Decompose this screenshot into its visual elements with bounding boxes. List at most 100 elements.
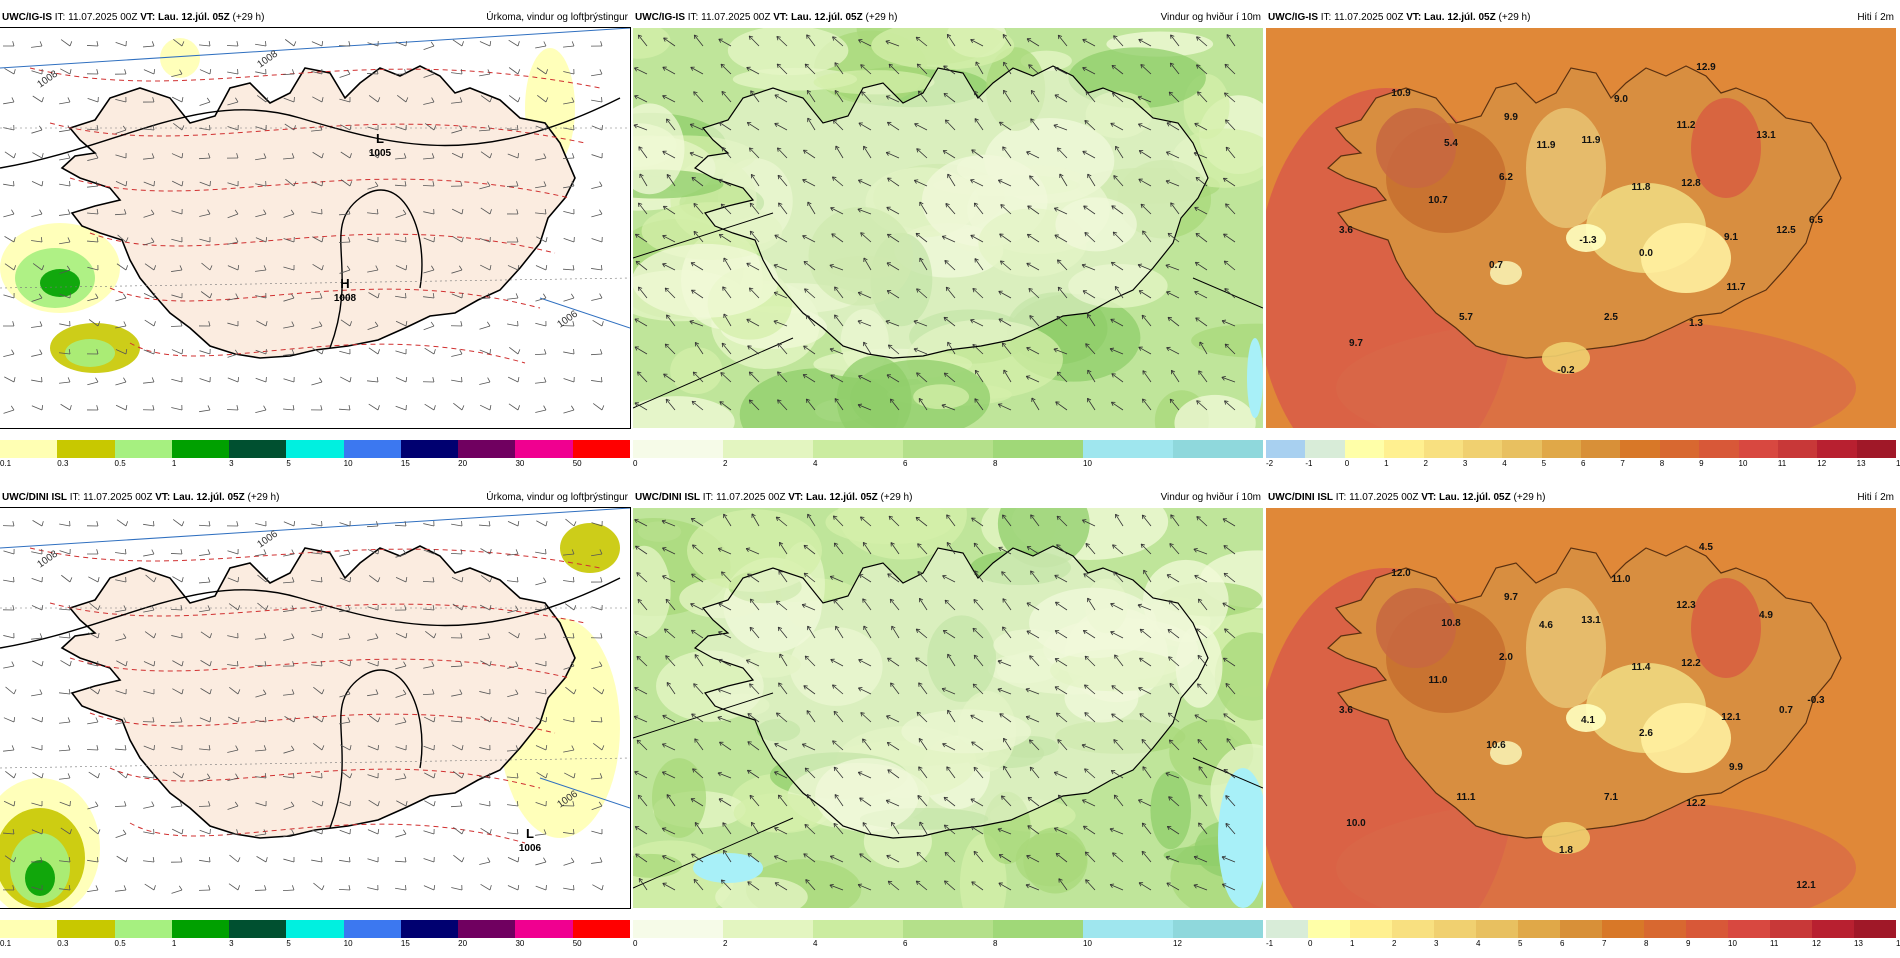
lead-time: (+29 h) [865,12,897,23]
variable-title: Hiti í 2m [1857,488,1894,508]
map-view[interactable] [633,508,1263,908]
valid-time: VT: Lau. 12.júl. 05Z [155,492,244,503]
colorbar-swatch [1686,920,1728,938]
temperature-label: 12.3 [1676,600,1696,611]
colorbar-swatch [1502,440,1541,458]
temperature-label: 0.7 [1489,260,1503,271]
colorbar-tick-label: 8 [993,939,997,948]
init-time-label: IT: [1321,12,1332,23]
temperature-label: 11.1 [1457,792,1476,803]
colorbar-tick-label: 4 [1476,939,1480,948]
colorbar-swatch [1817,440,1856,458]
temperature-label: -0.3 [1807,695,1825,706]
colorbar-swatch [1424,440,1463,458]
temperature-label: 2.0 [1499,652,1513,663]
colorbar-tick-label: 50 [573,939,582,948]
colorbar-swatch [993,440,1083,458]
temperature-label: 1.8 [1559,845,1573,856]
init-time-label: IT: [688,12,699,23]
map-view[interactable] [633,28,1263,428]
temperature-label: 9.0 [1614,94,1628,105]
init-time: 11.07.2025 00Z [83,492,152,503]
colorbar-tick-label: 5 [286,459,290,468]
valid-time: VT: Lau. 12.júl. 05Z [1406,12,1495,23]
pressure-center-value: 1006 [519,843,542,854]
colorbar-swatch [1854,920,1896,938]
colorbar-swatch [903,440,993,458]
colorbar-tick-label: 4 [813,459,817,468]
colorbar-ticks: -2-101234567891011121314 [1266,459,1896,471]
valid-time: VT: Lau. 12.júl. 05Z [1421,492,1510,503]
colorbar-tick-label: 3 [229,459,233,468]
colorbar-tick-label: 0.1 [0,459,11,468]
map-canvas [633,28,1263,428]
colorbar-tick-label: 5 [1542,459,1546,468]
temperature-label: 5.4 [1444,138,1458,149]
colorbar-swatch [115,440,172,458]
temperature-label: 11.0 [1612,574,1631,585]
colorbar-swatch [344,440,401,458]
colorbar-swatch [115,920,172,938]
colorbar-swatch [1173,920,1263,938]
model-name: UWC/IG-IS [1268,12,1318,23]
colorbar-tick-label: 3 [1434,939,1438,948]
temperature-label: 4.6 [1539,620,1553,631]
colorbar-tick-label: 3 [1463,459,1467,468]
colorbar-swatch [401,440,458,458]
panel-header: UWC/IG-IS IT: 11.07.2025 00Z VT: Lau. 12… [0,8,630,28]
init-time: 11.07.2025 00Z [716,492,785,503]
temperature-label: -1.3 [1579,235,1597,246]
colorbar-tick-label: 2 [1392,939,1396,948]
colorbar-tick-label: 20 [458,459,467,468]
init-time: 11.07.2025 00Z [1334,12,1403,23]
temperature-label: 9.1 [1724,232,1738,243]
colorbar-tick-label: 8 [1644,939,1648,948]
colorbar-tick-label: 1 [1350,939,1354,948]
colorbar-swatch [1699,440,1738,458]
colorbar-tick-label: -1 [1305,459,1312,468]
colorbar-swatch [1812,920,1854,938]
colorbar-tick-label: 6 [903,939,907,948]
temperature-label: 4.5 [1699,542,1713,553]
colorbar-tick-label: 7 [1602,939,1606,948]
colorbar-swatch [515,920,572,938]
colorbar-swatch [1542,440,1581,458]
colorbar-tick-label: 1 [1384,459,1388,468]
model-name: UWC/IG-IS [635,12,685,23]
colorbar-swatch [1434,920,1476,938]
temperature-label: 5.7 [1459,312,1473,323]
colorbar [0,920,630,938]
colorbar-swatch [1308,920,1350,938]
colorbar-tick-label: 11 [1778,459,1786,468]
colorbar [633,440,1263,458]
temperature-label: 13.1 [1756,130,1776,141]
panel-header: UWC/DINI ISL IT: 11.07.2025 00Z VT: Lau.… [633,488,1263,508]
temperature-label: 12.1 [1796,880,1816,891]
colorbar-tick-label: 5 [1518,939,1522,948]
init-time-label: IT: [703,492,714,503]
variable-title: Vindur og hviður í 10m [1161,488,1261,508]
temperature-label: 0.0 [1639,248,1653,259]
colorbar-tick-label: 0.5 [115,939,126,948]
colorbar [0,440,630,458]
colorbar-swatch [515,440,572,458]
colorbar-tick-label: 9 [1699,459,1703,468]
temperature-label: -0.2 [1557,365,1575,376]
colorbar-swatch [172,920,229,938]
colorbar-tick-label: 14 [1896,459,1900,468]
forecast-panel-temp: UWC/IG-IS IT: 11.07.2025 00Z VT: Lau. 12… [1266,8,1896,478]
temperature-label: 12.9 [1696,62,1716,73]
colorbar-swatch [458,920,515,938]
colorbar-tick-label: 14 [1896,939,1900,948]
temperature-label: 12.1 [1721,712,1741,723]
colorbar-swatch [1770,920,1812,938]
colorbar-swatch [1660,440,1699,458]
model-name: UWC/DINI ISL [2,492,67,503]
